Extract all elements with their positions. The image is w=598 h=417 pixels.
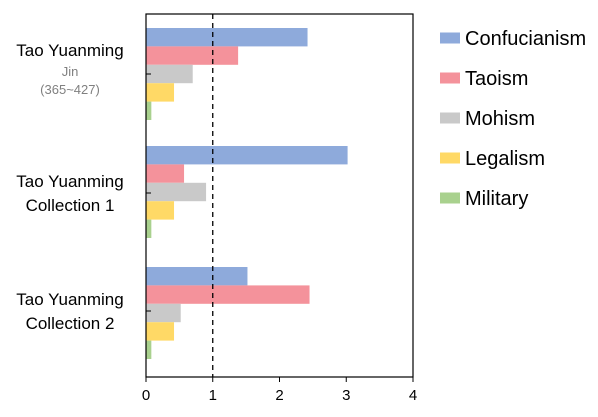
category-label-3-line-2: Collection 2 — [26, 314, 115, 333]
category-labels: Tao Yuanming Jin (365~427) Tao Yuanming Coll… — [16, 41, 123, 333]
category-sublabel-1-line-1: Jin — [62, 64, 79, 79]
bars-layer — [146, 28, 348, 359]
legend-label-confucianism: Confucianism — [465, 28, 586, 50]
x-tick-label-3: 3 — [342, 387, 350, 404]
legend-label-mohism: Mohism — [465, 108, 535, 130]
bar-confucianism-1 — [146, 28, 308, 47]
x-tick-label-1: 1 — [209, 387, 217, 404]
bar-military-2 — [146, 219, 152, 238]
bar-taoism-2 — [146, 164, 185, 183]
legend-swatch-military — [440, 192, 460, 204]
legend-swatch-taoism — [440, 72, 460, 84]
x-tick-label-2: 2 — [275, 387, 283, 404]
category-label-1-line-1: Tao Yuanming — [16, 41, 123, 60]
bar-taoism-1 — [146, 46, 239, 65]
legend-label-military: Military — [465, 188, 528, 210]
bar-legalism-1 — [146, 83, 175, 102]
bar-mohism-3 — [146, 303, 181, 323]
x-tick-label-4: 4 — [409, 387, 417, 404]
legend: Confucianism Taoism Mohism Legalism Military — [440, 28, 586, 210]
category-label-3-line-1: Tao Yuanming — [16, 290, 123, 309]
legend-swatch-confucianism — [440, 32, 460, 44]
bar-legalism-2 — [146, 201, 175, 220]
legend-swatch-legalism — [440, 152, 460, 164]
bar-military-1 — [146, 101, 152, 120]
category-label-2-line-2: Collection 1 — [26, 196, 115, 215]
bar-mohism-2 — [146, 182, 207, 202]
axis-layer: 0 1 2 3 4 — [142, 13, 417, 404]
legend-label-legalism: Legalism — [465, 148, 545, 170]
bar-mohism-1 — [146, 64, 193, 84]
bar-confucianism-3 — [146, 267, 248, 286]
category-sublabel-1-line-2: (365~427) — [40, 82, 100, 97]
bar-confucianism-2 — [146, 146, 348, 165]
x-tick-label-0: 0 — [142, 387, 150, 404]
bar-legalism-3 — [146, 322, 175, 341]
category-label-2-line-1: Tao Yuanming — [16, 172, 123, 191]
legend-swatch-mohism — [440, 112, 460, 124]
bar-taoism-3 — [146, 285, 310, 304]
bar-military-3 — [146, 340, 152, 359]
legend-label-taoism: Taoism — [465, 68, 528, 90]
